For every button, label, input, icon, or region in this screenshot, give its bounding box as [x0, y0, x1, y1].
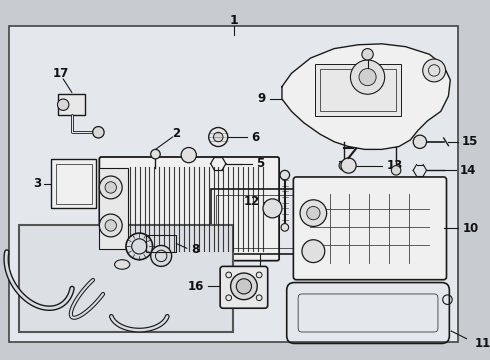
Circle shape [359, 68, 376, 86]
Text: 6: 6 [251, 131, 260, 144]
Circle shape [151, 149, 160, 159]
Ellipse shape [115, 260, 130, 269]
Circle shape [99, 176, 122, 199]
Circle shape [280, 170, 290, 180]
Circle shape [281, 224, 289, 231]
Circle shape [392, 166, 401, 175]
Circle shape [99, 214, 122, 237]
Circle shape [214, 132, 223, 142]
Text: 16: 16 [188, 280, 204, 293]
Text: 7: 7 [253, 272, 262, 285]
Circle shape [302, 240, 325, 262]
Circle shape [126, 233, 152, 260]
Text: 14: 14 [460, 164, 476, 177]
Circle shape [413, 135, 426, 148]
Circle shape [105, 182, 117, 193]
Circle shape [181, 148, 196, 163]
Text: 5: 5 [256, 157, 265, 170]
Text: 3: 3 [33, 177, 41, 190]
Bar [211, 189, 311, 254]
Circle shape [339, 161, 348, 170]
Bar [146, 235, 176, 252]
Bar [19, 225, 233, 332]
Bar [51, 159, 97, 208]
Text: 17: 17 [52, 67, 69, 80]
Circle shape [423, 59, 445, 82]
Text: 13: 13 [387, 159, 403, 172]
Circle shape [341, 158, 356, 173]
Bar [58, 94, 85, 115]
Text: 1: 1 [230, 14, 239, 27]
Text: 4: 4 [256, 274, 264, 287]
Circle shape [151, 246, 171, 266]
Circle shape [93, 127, 104, 138]
Text: 15: 15 [462, 135, 478, 148]
Circle shape [57, 99, 69, 111]
Circle shape [231, 273, 257, 300]
FancyBboxPatch shape [99, 157, 279, 261]
Polygon shape [282, 44, 450, 149]
Circle shape [236, 279, 251, 294]
Text: 12: 12 [244, 195, 260, 208]
Bar [99, 168, 128, 249]
FancyBboxPatch shape [220, 266, 268, 308]
Text: 11: 11 [475, 337, 490, 350]
Circle shape [300, 200, 327, 226]
Circle shape [362, 49, 373, 60]
Circle shape [209, 127, 228, 147]
Circle shape [105, 220, 117, 231]
Circle shape [350, 60, 385, 94]
Text: 10: 10 [463, 222, 479, 235]
Text: 2: 2 [172, 127, 180, 140]
Bar [55, 164, 92, 204]
Circle shape [263, 199, 282, 218]
Bar [217, 195, 305, 248]
Bar [320, 68, 396, 111]
FancyBboxPatch shape [294, 177, 446, 280]
Bar [315, 64, 401, 116]
Text: 9: 9 [258, 93, 266, 105]
Circle shape [307, 207, 320, 220]
Text: 8: 8 [192, 243, 200, 256]
